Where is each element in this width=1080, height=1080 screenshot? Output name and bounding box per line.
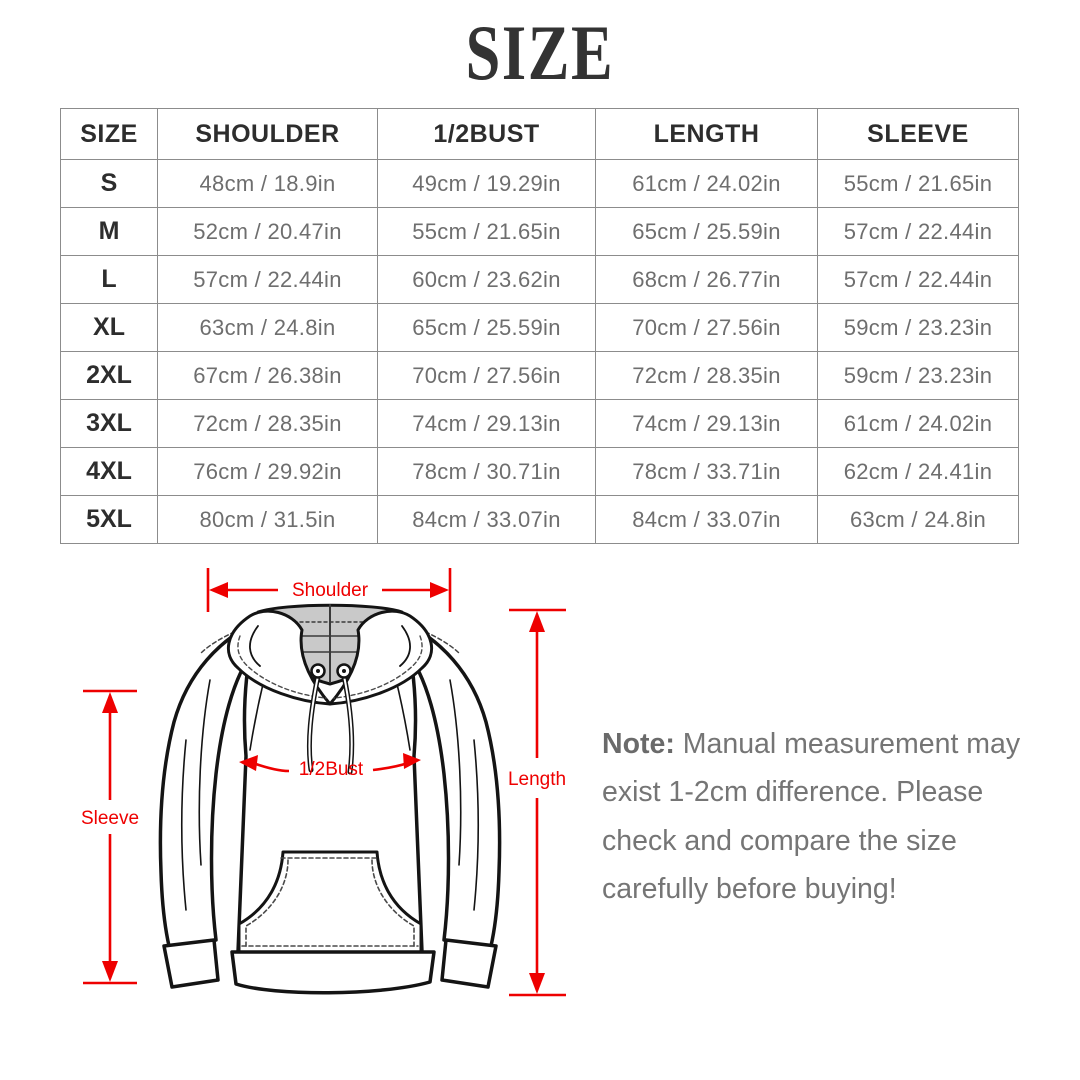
sleeve-value-cell: 55cm / 21.65in	[817, 159, 1019, 208]
left-shoulder-seam	[199, 623, 255, 655]
length-arrowhead-up	[529, 611, 545, 632]
bust-value-cell: 60cm / 23.62in	[377, 255, 596, 304]
left-drawstring-core	[308, 675, 319, 771]
bust-dimension-label: 1/2Bust	[299, 759, 364, 780]
length-value-cell: 61cm / 24.02in	[595, 159, 818, 208]
sleeve-value-cell: 57cm / 22.44in	[817, 255, 1019, 304]
sleeve-value-cell: 63cm / 24.8in	[817, 495, 1019, 544]
pocket-stitch-right	[371, 859, 415, 949]
bust-arrow-line-left	[252, 761, 290, 773]
bust-value-cell: 70cm / 27.56in	[377, 351, 596, 400]
size-table-row: S 48cm / 18.9in 49cm / 19.29in 61cm / 24.02…	[60, 159, 1019, 208]
header-bust: 1/2BUST	[377, 108, 596, 160]
right-sleeve	[402, 620, 502, 948]
page-title-wrap: SIZE	[0, 8, 1080, 98]
right-eyelet-hole	[342, 669, 346, 673]
shoulder-value-cell: 52cm / 20.47in	[157, 207, 378, 256]
bust-value-cell: 74cm / 29.13in	[377, 399, 596, 448]
size-label-cell: S	[60, 159, 158, 208]
header-sleeve: SLEEVE	[817, 108, 1019, 160]
shoulder-value-cell: 72cm / 28.35in	[157, 399, 378, 448]
shoulder-arrowhead-right	[430, 582, 449, 598]
header-shoulder: SHOULDER	[157, 108, 378, 160]
cowl-fold-line-left	[249, 625, 261, 667]
length-value-cell: 70cm / 27.56in	[595, 303, 818, 352]
size-table-row: M 52cm / 20.47in 55cm / 21.65in 65cm / 25.5…	[60, 207, 1019, 256]
hem-band	[230, 950, 436, 995]
size-label-cell: 3XL	[60, 399, 158, 448]
length-value-cell: 78cm / 33.71in	[595, 447, 818, 496]
sleeve-value-cell: 57cm / 22.44in	[817, 207, 1019, 256]
right-cuff	[440, 938, 498, 989]
size-label-cell: XL	[60, 303, 158, 352]
size-label-cell: 2XL	[60, 351, 158, 400]
cowl-stitch-left	[237, 635, 327, 699]
shoulder-value-cell: 67cm / 26.38in	[157, 351, 378, 400]
shoulder-value-cell: 76cm / 29.92in	[157, 447, 378, 496]
shoulder-arrowhead-left	[209, 582, 228, 598]
cowl-stitch-right	[333, 635, 423, 699]
right-sleeve-fold	[449, 679, 479, 911]
size-table-header-row: SIZE SHOULDER 1/2BUST LENGTH SLEEVE	[60, 108, 1019, 160]
cowl-right-fold	[328, 609, 433, 706]
note-prefix: Note:	[602, 728, 675, 760]
left-cuff	[162, 938, 220, 989]
shoulder-value-cell: 63cm / 24.8in	[157, 303, 378, 352]
length-value-cell: 68cm / 26.77in	[595, 255, 818, 304]
sleeve-arrowhead-up	[102, 692, 118, 713]
sleeve-value-cell: 59cm / 23.23in	[817, 351, 1019, 400]
size-table-container: SIZE SHOULDER 1/2BUST LENGTH SLEEVE S 48c…	[60, 108, 1019, 544]
shoulder-value-cell: 80cm / 31.5in	[157, 495, 378, 544]
left-eyelet-hole	[316, 669, 320, 673]
shoulder-dimension-label: Shoulder	[292, 580, 369, 601]
header-size: SIZE	[60, 108, 158, 160]
sleeve-arrowhead-down	[102, 961, 118, 982]
length-value-cell: 74cm / 29.13in	[595, 399, 818, 448]
length-value-cell: 65cm / 25.59in	[595, 207, 818, 256]
left-sleeve	[158, 620, 258, 948]
length-dimension-label: Length	[508, 769, 566, 790]
size-table-row: 5XL 80cm / 31.5in 84cm / 33.07in 84cm / 33.…	[60, 495, 1019, 544]
left-sleeve-fold	[181, 679, 211, 911]
note-text: Manual measurement may exist 1-2cm diffe…	[602, 728, 1021, 906]
size-table-row: 3XL 72cm / 28.35in 74cm / 29.13in 74cm / 29…	[60, 399, 1019, 448]
shoulder-value-cell: 57cm / 22.44in	[157, 255, 378, 304]
length-value-cell: 84cm / 33.07in	[595, 495, 818, 544]
sleeve-value-cell: 62cm / 24.41in	[817, 447, 1019, 496]
right-drawstring-core	[343, 675, 353, 773]
length-value-cell: 72cm / 28.35in	[595, 351, 818, 400]
bust-value-cell: 49cm / 19.29in	[377, 159, 596, 208]
hoodie-measurement-diagram: Shoulder 1/2Bust Length Sleeve	[81, 568, 566, 997]
bust-arrowhead-left	[239, 755, 258, 771]
right-shoulder-seam	[405, 623, 461, 655]
bust-value-cell: 55cm / 21.65in	[377, 207, 596, 256]
sleeve-dimension-label: Sleeve	[81, 808, 139, 829]
size-table-row: 4XL 76cm / 29.92in 78cm / 30.71in 78cm / 33…	[60, 447, 1019, 496]
cowl-fold-line-right	[399, 625, 411, 667]
bust-value-cell: 84cm / 33.07in	[377, 495, 596, 544]
measurement-note: Note: Manual measurement may exist 1-2cm…	[602, 720, 1040, 914]
sleeve-value-cell: 59cm / 23.23in	[817, 303, 1019, 352]
bust-arrowhead-right	[403, 753, 421, 769]
size-label-cell: 5XL	[60, 495, 158, 544]
size-table-row: 2XL 67cm / 26.38in 70cm / 27.56in 72cm / 28…	[60, 351, 1019, 400]
sleeve-value-cell: 61cm / 24.02in	[817, 399, 1019, 448]
size-table-row: XL 63cm / 24.8in 65cm / 25.59in 70cm / 27.5…	[60, 303, 1019, 352]
bust-value-cell: 65cm / 25.59in	[377, 303, 596, 352]
pocket-stitch-left	[245, 859, 289, 949]
shoulder-value-cell: 48cm / 18.9in	[157, 159, 378, 208]
size-table-row: L 57cm / 22.44in 60cm / 23.62in 68cm / 26.7…	[60, 255, 1019, 304]
size-label-cell: M	[60, 207, 158, 256]
size-table: SIZE SHOULDER 1/2BUST LENGTH SLEEVE S 48c…	[60, 108, 1019, 544]
header-length: LENGTH	[595, 108, 818, 160]
size-label-cell: L	[60, 255, 158, 304]
page-title: SIZE	[465, 9, 615, 96]
bust-value-cell: 78cm / 30.71in	[377, 447, 596, 496]
size-label-cell: 4XL	[60, 447, 158, 496]
length-arrowhead-down	[529, 973, 545, 994]
